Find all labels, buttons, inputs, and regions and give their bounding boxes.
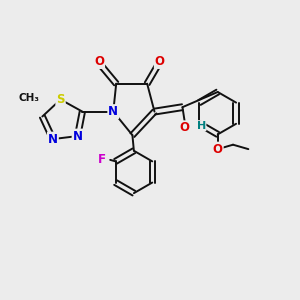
Text: CH₃: CH₃ [19,93,40,103]
Text: O: O [179,121,189,134]
Text: N: N [48,133,58,146]
Text: H: H [196,121,206,131]
Text: O: O [213,142,223,156]
Text: N: N [73,130,82,142]
Text: S: S [56,93,65,106]
Text: F: F [98,153,105,167]
Text: O: O [94,55,104,68]
Text: O: O [155,55,165,68]
Text: N: N [108,105,118,118]
